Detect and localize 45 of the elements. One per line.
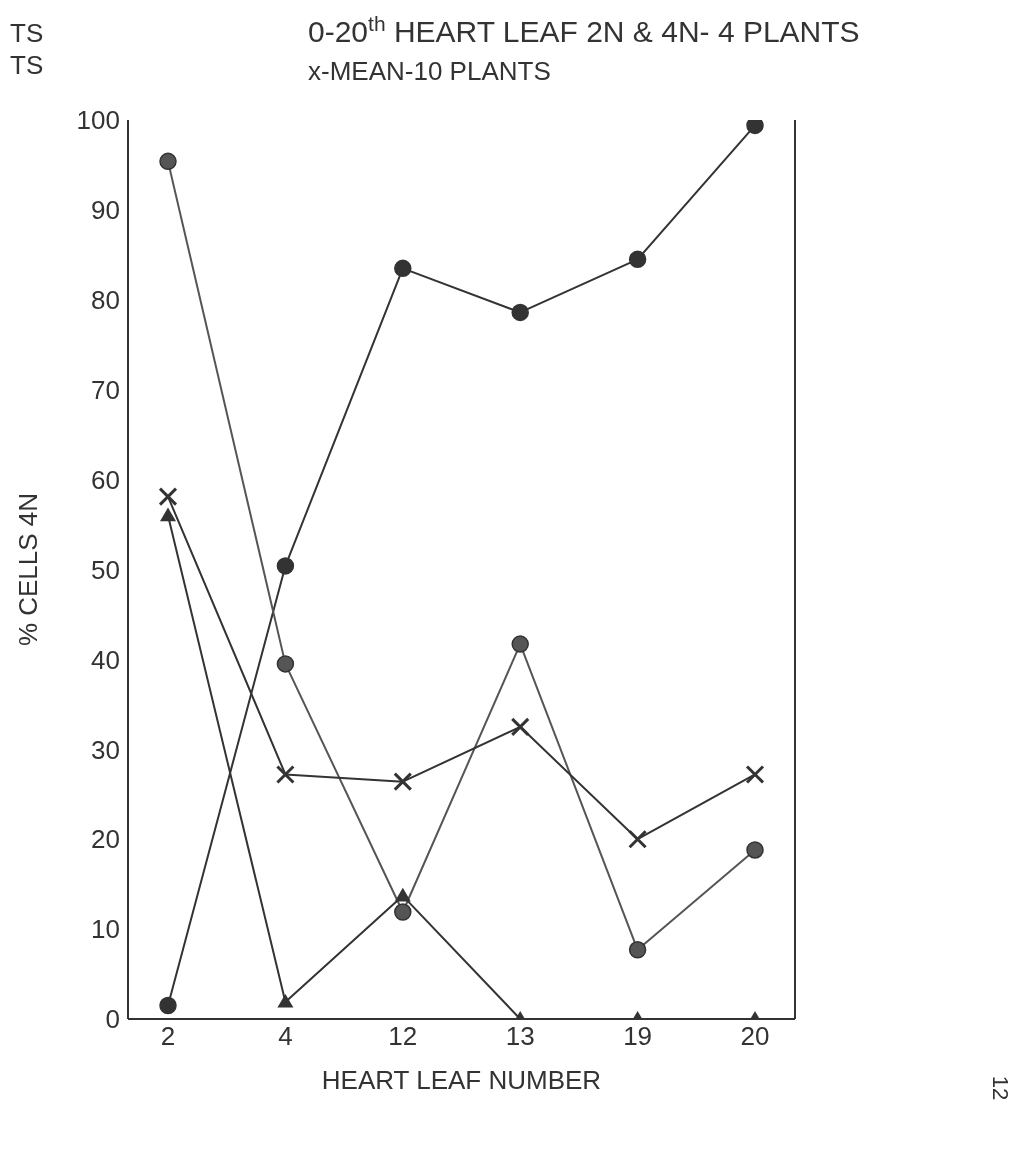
y-tick-label: 30 [91, 734, 120, 765]
x-tick-label: 12 [388, 1021, 418, 1052]
y-tick-label: 90 [91, 195, 120, 226]
x-axis-title: HEART LEAF NUMBER [321, 1065, 602, 1095]
point [394, 259, 412, 278]
y-tick-label: 0 [105, 1004, 120, 1035]
text: 12 [988, 1075, 1013, 1101]
point [510, 717, 530, 737]
point [158, 487, 178, 507]
point [746, 120, 764, 135]
point [628, 829, 648, 849]
point [745, 764, 765, 784]
point [393, 772, 413, 792]
y-axis-title: % CELLS 4N [13, 492, 44, 647]
y-tick-label: 10 [91, 914, 120, 945]
point [511, 635, 529, 653]
point [160, 507, 176, 522]
x-tick-label: 4 [278, 1021, 293, 1052]
point [277, 993, 294, 1008]
point [628, 250, 647, 269]
point [511, 303, 529, 322]
x-tick-label: 2 [160, 1021, 176, 1052]
y-tick-label: 80 [91, 285, 120, 316]
point [746, 841, 764, 859]
point [275, 764, 295, 784]
text: TS [10, 50, 44, 80]
text: TS [10, 18, 44, 48]
chart-title: 0-20$^{th}$ HEART LEAF 2N & 4N- 4 PLANTS [308, 11, 860, 48]
y-tick-label: 100 [76, 105, 120, 136]
point [394, 903, 412, 921]
y-tick-label: 20 [91, 824, 120, 855]
chart-subtitle: x-MEAN-10 PLANTS [308, 56, 551, 86]
y-tick-label: 60 [91, 464, 120, 495]
x-tick-label: 13 [505, 1021, 535, 1052]
point [276, 557, 295, 575]
point [159, 996, 177, 1015]
point [394, 887, 411, 902]
y-tick-label: 70 [91, 374, 120, 405]
y-tick-label: 50 [91, 554, 120, 585]
x-tick-label: 19 [623, 1021, 653, 1052]
point [276, 655, 295, 673]
x-tick-label: 20 [740, 1021, 770, 1052]
point [159, 152, 177, 171]
y-tick-label: 40 [91, 644, 120, 675]
point [628, 941, 647, 959]
